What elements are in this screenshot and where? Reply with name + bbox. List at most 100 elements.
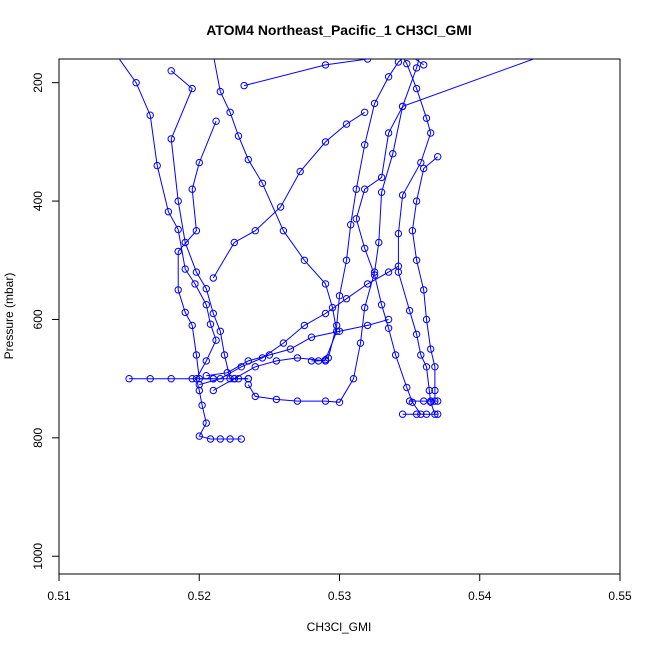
data-point (328, 303, 337, 312)
data-point (412, 64, 421, 72)
data-point (251, 363, 260, 371)
data-point (188, 375, 196, 383)
data-point (398, 191, 407, 199)
data-point (174, 286, 182, 294)
data-point (181, 238, 189, 247)
data-point (384, 315, 393, 324)
data-point (370, 268, 379, 276)
series-line (327, 59, 403, 359)
data-point (192, 351, 201, 359)
data-point (427, 397, 435, 405)
data-point (352, 185, 360, 193)
x-axis-label: CH3Cl_GMI (307, 620, 372, 634)
data-point (363, 59, 372, 63)
chart-title: ATOM4 Northeast_Pacific_1 CH3Cl_GMI (206, 22, 472, 38)
profile-series (202, 315, 393, 380)
y-tick-label: 600 (31, 309, 45, 329)
data-point (335, 327, 344, 335)
data-point (384, 129, 393, 137)
data-point (361, 244, 369, 253)
series-line (355, 59, 536, 415)
profile-series (352, 50, 553, 418)
x-tick-label: 0.54 (468, 589, 492, 603)
series-line (213, 59, 338, 362)
data-point (321, 61, 330, 69)
data-point (394, 229, 403, 238)
y-tick-label: 200 (31, 72, 45, 92)
data-point (349, 375, 358, 383)
data-point (384, 73, 393, 81)
data-point (321, 138, 330, 146)
data-point (361, 303, 369, 312)
y-axis-label: Pressure (mbar) (2, 273, 16, 360)
data-point (206, 435, 215, 443)
data-point (421, 38, 427, 44)
data-point (408, 227, 417, 235)
data-point (394, 268, 403, 276)
data-point (188, 321, 196, 330)
data-point (307, 357, 316, 365)
data-point (403, 60, 411, 68)
x-tick-label: 0.55 (608, 589, 632, 603)
data-point (276, 203, 285, 211)
y-tick-label: 400 (31, 191, 45, 211)
data-point (293, 354, 302, 362)
data-point (216, 435, 225, 443)
data-point (335, 292, 344, 300)
data-point (125, 375, 133, 383)
data-point (431, 386, 439, 395)
profile-series (244, 38, 427, 406)
data-point (146, 375, 154, 383)
data-point (230, 238, 239, 247)
data-point (422, 114, 431, 122)
data-point (547, 50, 553, 56)
data-point (112, 50, 118, 56)
data-point (321, 357, 330, 365)
data-point (202, 419, 211, 427)
data-point (417, 351, 425, 359)
data-point (361, 141, 369, 149)
series-line (243, 59, 372, 87)
profile-series (209, 354, 330, 395)
data-point (412, 330, 421, 338)
data-point (195, 386, 204, 395)
plot-frame (58, 58, 621, 575)
data-point (153, 161, 161, 170)
data-point (321, 309, 330, 318)
data-point (398, 410, 407, 418)
data-point (420, 61, 428, 69)
profile-series (324, 59, 403, 362)
data-point (234, 132, 243, 140)
data-point (212, 336, 220, 344)
data-point (420, 286, 428, 294)
profile-series (167, 67, 253, 383)
data-point (377, 188, 386, 196)
data-point (321, 397, 330, 405)
data-point (181, 265, 189, 273)
data-point (434, 410, 442, 418)
data-point (202, 372, 211, 380)
series-line (247, 59, 420, 403)
data-point (307, 333, 316, 341)
data-point (174, 197, 182, 205)
data-point (377, 301, 386, 309)
data-point (434, 397, 442, 405)
data-point (216, 327, 225, 335)
data-point (363, 280, 372, 288)
data-point (167, 135, 175, 143)
profile-series (195, 262, 403, 389)
y-tick-label: 800 (31, 428, 45, 448)
data-point (251, 227, 260, 235)
profile-series (213, 59, 341, 365)
series-line (213, 357, 326, 391)
data-point (384, 268, 393, 276)
y-axis: 200 400 600 800 1000 (31, 72, 59, 570)
data-point (377, 173, 386, 182)
data-point (422, 410, 431, 418)
plot-area (112, 38, 553, 443)
data-point (347, 221, 355, 229)
x-tick-label: 0.52 (188, 589, 212, 603)
data-point (391, 351, 400, 359)
data-point (431, 363, 439, 371)
data-point (220, 351, 229, 359)
